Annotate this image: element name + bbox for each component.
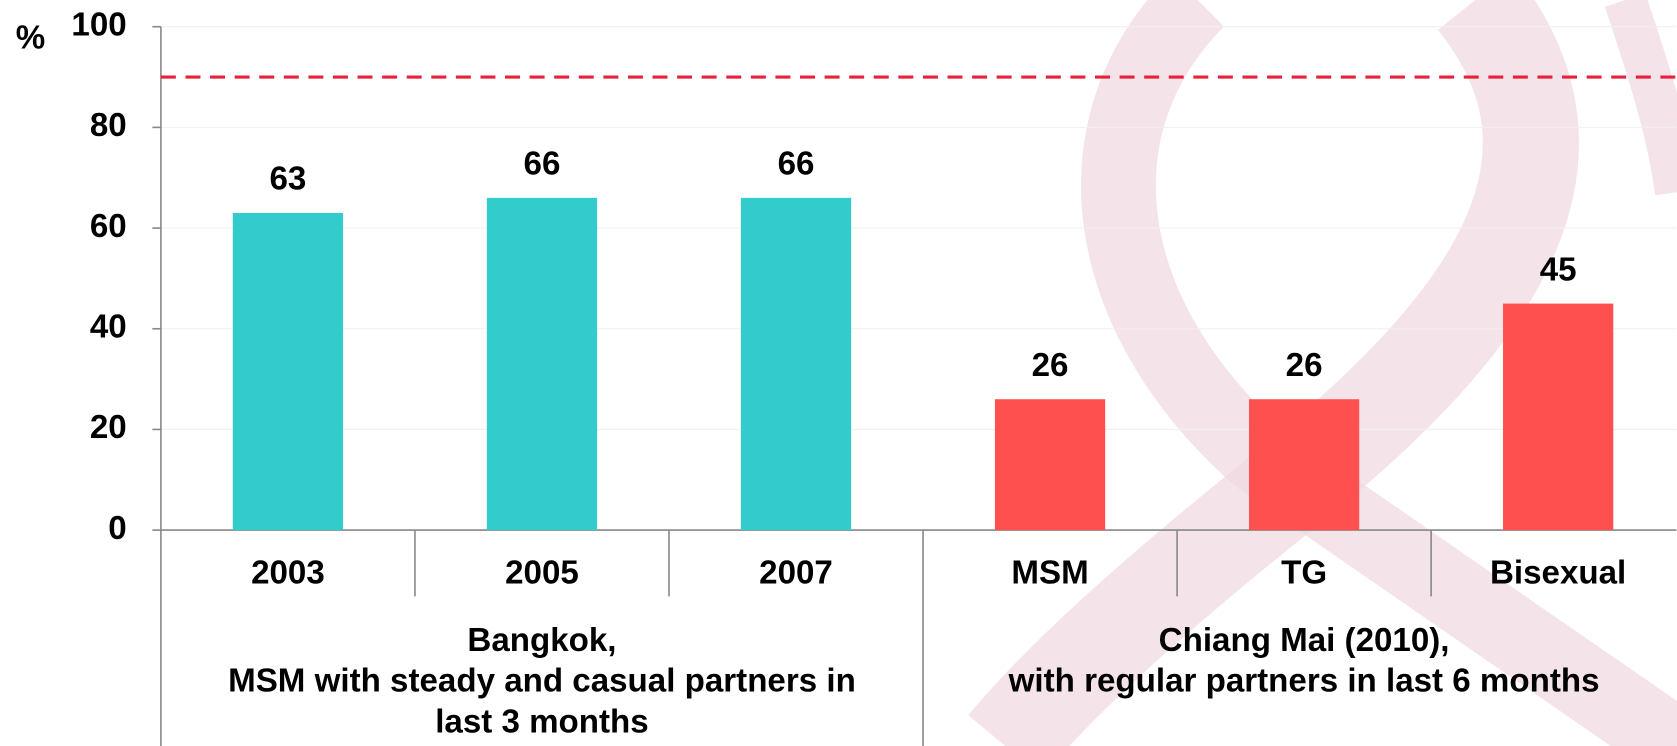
- y-tick-label: 40: [90, 309, 127, 346]
- group-label: Chiang Mai (2010),: [1159, 622, 1450, 659]
- x-tick-label: TG: [1281, 555, 1327, 592]
- x-tick-label: 2005: [505, 555, 579, 592]
- value-label: 66: [524, 146, 561, 183]
- group-label: with regular partners in last 6 months: [1008, 663, 1600, 700]
- x-tick-label: 2007: [759, 555, 833, 592]
- value-label: 66: [778, 146, 815, 183]
- x-tick-label: Bisexual: [1490, 555, 1626, 592]
- y-axis-label: %: [16, 19, 45, 56]
- value-label: 26: [1286, 347, 1323, 384]
- group-label: Bangkok,: [467, 622, 616, 659]
- bar: [1503, 304, 1613, 531]
- value-label: 26: [1032, 347, 1069, 384]
- y-tick-label: 0: [108, 510, 126, 547]
- x-tick-label: 2003: [251, 555, 325, 592]
- value-label: 45: [1540, 251, 1577, 288]
- y-tick-label: 100: [71, 6, 126, 43]
- group-label: MSM with steady and casual partners in: [228, 663, 856, 700]
- bar: [1249, 399, 1359, 530]
- chart: % 0 20 40 60 80 100 63 2003 66 2005 66 2007 Bangkok,…: [0, 0, 1677, 746]
- bar: [741, 198, 851, 530]
- bar: [233, 213, 343, 530]
- group-label: last 3 months: [435, 703, 649, 740]
- y-tick-label: 80: [90, 107, 127, 144]
- bar: [995, 399, 1105, 530]
- y-tick-label: 20: [90, 409, 127, 446]
- value-label: 63: [269, 161, 306, 198]
- x-tick-label: MSM: [1011, 555, 1088, 592]
- y-tick-label: 60: [90, 208, 127, 245]
- bar: [487, 198, 597, 530]
